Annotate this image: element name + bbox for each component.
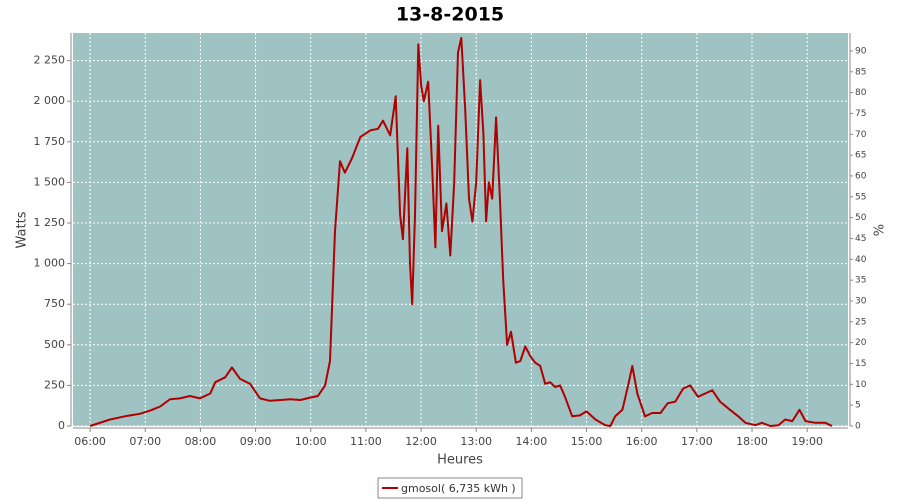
y2-tick-label: 15 [855,359,866,369]
y-tick-label: 2 000 [34,94,66,107]
y2-tick-label: 25 [855,317,866,327]
y2-tick-label: 5 [855,401,861,411]
y2-tick-label: 85 [855,67,866,77]
y-tick-label: 2 250 [34,54,66,67]
y-tick-label: 500 [44,338,65,351]
x-tick-label: 08:00 [185,435,217,448]
y-tick-label: 0 [58,419,65,432]
y2-tick-label: 60 [855,171,867,181]
y2-tick-label: 75 [855,109,866,119]
y2-tick-label: 40 [855,255,867,265]
x-tick-label: 07:00 [129,435,161,448]
x-tick-label: 06:00 [74,435,106,448]
x-tick-label: 16:00 [626,435,658,448]
x-axis-label: Heures [437,453,483,468]
y-axis-label: Watts [15,211,30,248]
y2-tick-label: 70 [855,130,867,140]
plot-area [73,33,848,426]
y2-tick-label: 55 [855,192,866,202]
line [89,36,833,427]
y-tick-label: 1 500 [34,175,66,188]
x-tick-label: 19:00 [791,435,823,448]
y-tick-label: 250 [44,378,65,391]
x-tick-label: 13:00 [460,435,492,448]
y-tick-label: 1 250 [34,216,66,229]
legend-box [377,477,523,499]
y2-tick-label: 0 [855,422,861,432]
x-tick-label: 10:00 [295,435,327,448]
y2-tick-label: 20 [855,338,867,348]
x-tick-label: 11:00 [350,435,382,448]
x-tick-label: 17:00 [681,435,713,448]
x-tick-label: 09:00 [240,435,272,448]
y2-tick-label: 90 [855,46,867,56]
y2-tick-label: 30 [855,296,867,306]
y2-tick-label: 10 [855,380,867,390]
y2-tick-label: 50 [855,213,867,223]
legend-label: gmosol( 6,735 kWh ) [401,482,516,495]
y2-tick-label: 65 [855,151,866,161]
y2-tick-label: 45 [855,234,866,244]
x-tick-label: 18:00 [736,435,768,448]
y2-axis-label: % [873,224,888,236]
y-tick-label: 750 [44,297,65,310]
x-tick-label: 15:00 [571,435,603,448]
y2-tick-label: 80 [855,88,867,98]
x-tick-label: 14:00 [516,435,548,448]
y-tick-label: 1 000 [34,257,66,270]
chart-title: 13-8-2015 [396,4,504,26]
y-tick-label: 1 750 [34,135,66,148]
y2-tick-label: 35 [855,276,866,286]
x-tick-label: 12:00 [405,435,437,448]
